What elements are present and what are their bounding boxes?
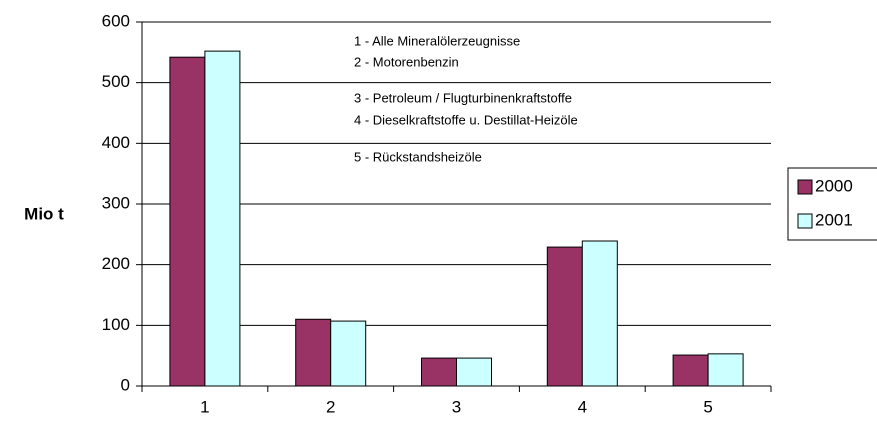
- bar: [672, 354, 709, 387]
- y-axis-label: Mio t: [24, 204, 64, 223]
- x-tick-label: 3: [452, 397, 461, 416]
- x-tick-label: 2: [326, 397, 335, 416]
- legend-label: 2000: [815, 176, 853, 195]
- bar: [330, 320, 367, 387]
- annotation: 2 - Motorenbenzin: [354, 54, 459, 69]
- y-tick-label: 200: [102, 254, 130, 273]
- bar: [546, 246, 583, 387]
- annotation: 3 - Petroleum / Flugturbinenkraftstoffe: [354, 90, 572, 105]
- annotation: 5 - Rückstandsheizöle: [354, 149, 482, 164]
- bar: [421, 357, 457, 387]
- bar: [204, 50, 241, 387]
- legend-swatch: [797, 213, 813, 229]
- y-tick-label: 600: [102, 11, 130, 30]
- bar: [707, 353, 744, 387]
- x-tick-label: 4: [578, 397, 587, 416]
- bar: [295, 318, 332, 387]
- legend-label: 2001: [815, 210, 853, 229]
- bar: [581, 240, 618, 387]
- y-tick-label: 100: [102, 315, 130, 334]
- x-tick-label: 1: [200, 397, 209, 416]
- annotation: 1 - Alle Mineralölerzeugnisse: [354, 33, 520, 48]
- bar: [169, 56, 206, 387]
- x-tick-label: 5: [703, 397, 712, 416]
- legend-swatch: [797, 179, 813, 195]
- y-tick-label: 500: [102, 72, 130, 91]
- annotation: 4 - Dieselkraftstoffe u. Destillat-Heizö…: [354, 112, 578, 127]
- y-tick-label: 300: [102, 193, 130, 212]
- y-tick-label: 400: [102, 133, 130, 152]
- bar: [456, 357, 492, 387]
- y-tick-label: 0: [121, 375, 130, 394]
